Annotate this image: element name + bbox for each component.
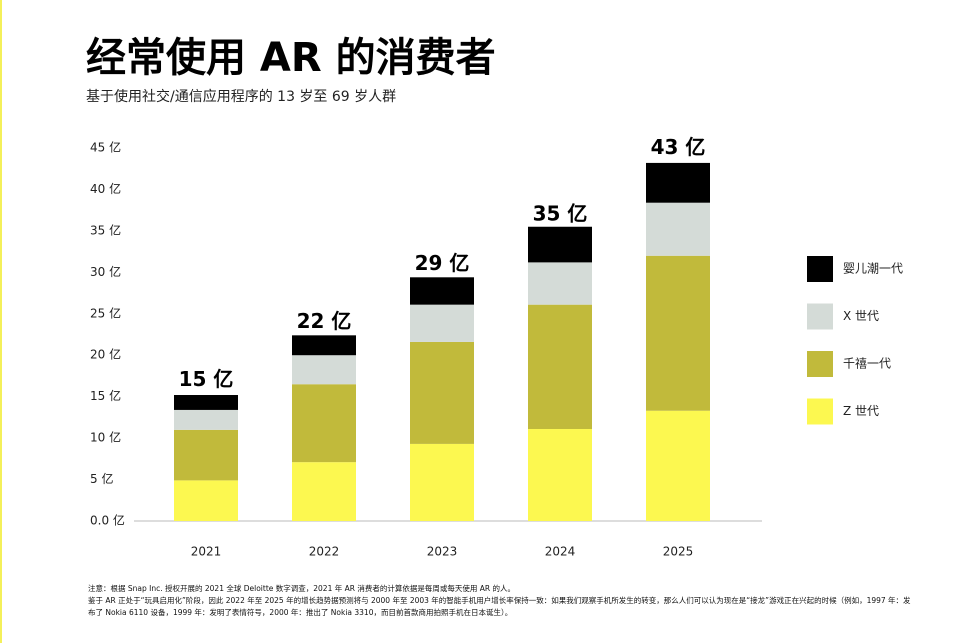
y-tick-label: 5 亿 [90,471,113,486]
bar-segment [410,443,474,521]
legend-label: X 世代 [843,309,879,323]
bar-segment [292,355,356,385]
total-label: 43 亿 [651,135,706,159]
y-tick-label: 45 亿 [90,140,121,155]
bar-segment [410,304,474,342]
bar-segment [528,262,592,305]
y-tick-label: 25 亿 [90,305,121,320]
x-tick-label: 2022 [309,545,340,559]
bar-segment [646,410,710,521]
total-label: 35 亿 [533,201,588,225]
x-tick-label: 2023 [427,545,458,559]
y-tick-label: 15 亿 [90,388,121,403]
bar-segment [174,409,238,430]
legend-swatch [807,398,833,425]
bar-segment [646,162,710,203]
y-tick-label: 35 亿 [90,222,121,237]
bar-segment [528,304,592,429]
bar-segment [292,462,356,521]
x-tick-label: 2024 [545,545,576,559]
legend-label: 婴儿潮一代 [843,261,903,276]
legend-swatch [807,256,833,282]
chart-subtitle: 基于使用社交/通信应用程序的 13 岁至 69 岁人群 [86,88,396,105]
footnote: 注意：根据 Snap Inc. 授权开展的 2021 全球 Deloitte 数… [88,583,918,619]
note-line: 注意：根据 Snap Inc. 授权开展的 2021 全球 Deloitte 数… [88,584,515,593]
y-tick-label: 0.0 亿 [90,513,125,528]
x-tick-label: 2021 [191,545,222,559]
bar-segment [646,255,710,411]
legend-swatch [807,351,833,377]
bar-segment [410,341,474,444]
bar-segment [174,429,238,481]
total-label: 29 亿 [415,251,470,275]
bar-segment [292,384,356,463]
legend-label: Z 世代 [843,404,879,418]
bar-segment [410,277,474,305]
bar-segment [528,428,592,521]
bar-segment [174,395,238,410]
total-label: 22 亿 [297,309,352,333]
note-line: 鉴于 AR 正处于“玩具启用化”阶段，因此 2022 年至 2025 年的增长趋… [88,596,911,617]
y-tick-label: 20 亿 [90,347,121,362]
x-tick-label: 2025 [663,545,694,559]
chart: 经常使用 AR 的消费者 基于使用社交/通信应用程序的 13 岁至 69 岁人群… [86,35,903,559]
bar-segment [174,480,238,521]
bar-segment [528,226,592,263]
legend-swatch [807,303,833,330]
bar-segment [646,202,710,256]
total-label: 15 亿 [179,367,234,391]
y-tick-label: 40 亿 [90,181,121,196]
y-tick-label: 10 亿 [90,430,121,445]
chart-title: 经常使用 AR 的消费者 [86,35,496,81]
y-tick-label: 30 亿 [90,264,121,279]
bar-segment [292,335,356,356]
legend-label: 千禧一代 [843,357,891,371]
